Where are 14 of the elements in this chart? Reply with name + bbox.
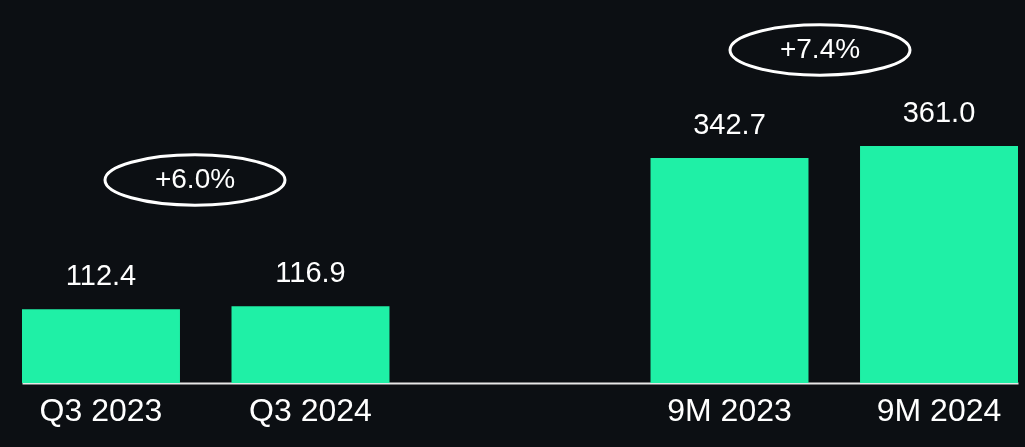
- bar: [231, 306, 390, 383]
- data-label: 342.7: [693, 108, 766, 141]
- annotation: +6.0%: [154, 163, 236, 194]
- x-tick-label: Q3 2024: [249, 391, 372, 428]
- data-label: 116.9: [275, 256, 346, 289]
- x-tick-label: Q3 2023: [39, 391, 163, 428]
- bar: [860, 146, 1018, 383]
- data-label: 112.4: [65, 259, 137, 292]
- x-tick-label: 9M 2024: [876, 391, 1002, 428]
- bar: [650, 158, 809, 383]
- bar: [22, 309, 180, 383]
- text: +7.4%: [779, 33, 861, 64]
- data-label: 361.0: [902, 96, 976, 128]
- x-tick-label: 9M 2023: [667, 391, 792, 428]
